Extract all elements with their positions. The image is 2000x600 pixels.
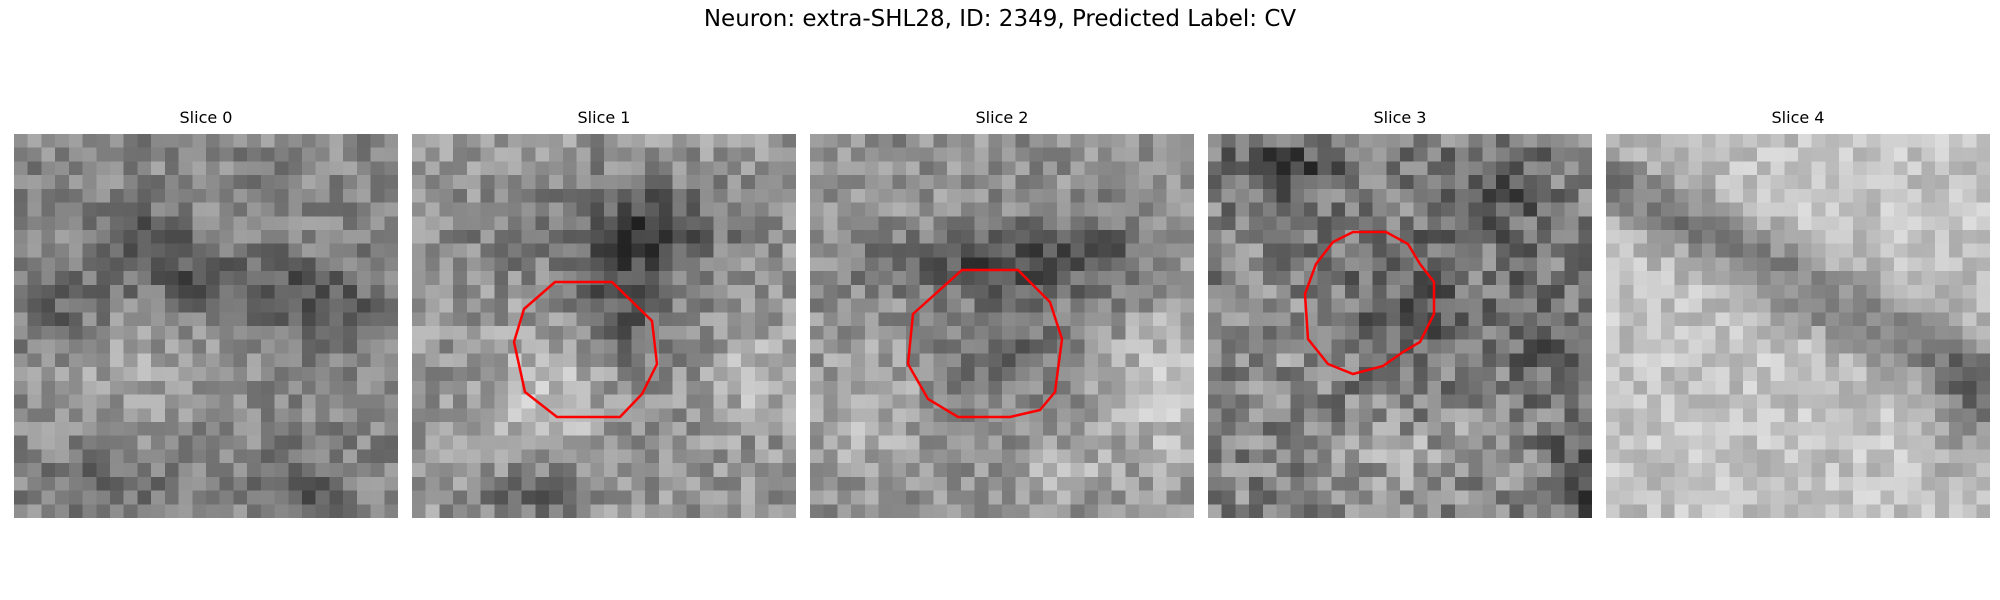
slice-panel-0: Slice 0	[14, 108, 398, 520]
slice-panel-1: Slice 1	[412, 108, 796, 520]
slice-title-3: Slice 3	[1373, 108, 1427, 127]
slice-title-2: Slice 2	[975, 108, 1029, 127]
slice-title-4: Slice 4	[1771, 108, 1825, 127]
slice-image-4	[1606, 134, 1990, 518]
figure-title: Neuron: extra-SHL28, ID: 2349, Predicted…	[703, 6, 1297, 32]
slice-title-1: Slice 1	[577, 108, 631, 127]
slice-image-1	[412, 134, 796, 518]
contour-outline-1	[512, 280, 659, 419]
slice-panel-2: Slice 2	[810, 108, 1194, 520]
slice-panel-4: Slice 4	[1606, 108, 1990, 520]
segmentation-contour-3	[1303, 230, 1436, 376]
segmentation-contour-1	[512, 280, 659, 419]
slice-title-0: Slice 0	[179, 108, 233, 127]
slice-panel-3: Slice 3	[1208, 108, 1592, 520]
contour-outline-3	[1303, 230, 1436, 376]
contour-outline-2	[906, 268, 1064, 419]
segmentation-contour-2	[906, 268, 1064, 419]
slice-image-2	[810, 134, 1194, 518]
slice-image-3	[1208, 134, 1592, 518]
slice-image-0	[14, 134, 398, 518]
